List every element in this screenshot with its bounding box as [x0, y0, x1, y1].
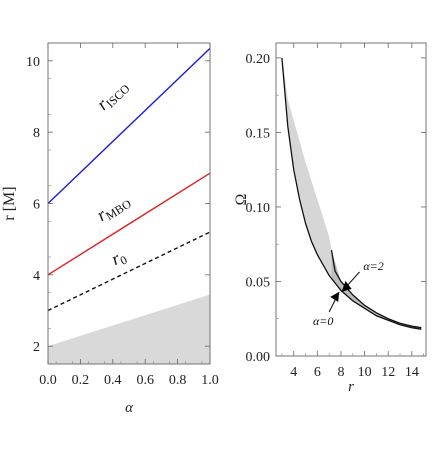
x-tick-label: 10: [358, 365, 372, 380]
plot-frame: [275, 42, 427, 357]
x-tick-label: 4: [290, 365, 297, 380]
x-axis-label: r: [348, 379, 354, 395]
x-tick-label: 0.8: [169, 373, 187, 388]
left-chart: rISCO rMBO r0 0.0 0.2 0.4 0.6 0.8 1.0 2 4 6 8 10 α r [M…: [1, 42, 219, 416]
series-line-alpha0: [281, 57, 422, 330]
x-tick-label: 8: [337, 365, 344, 380]
y-tick-label: 8: [33, 126, 40, 141]
annotation-alpha2: α=2: [363, 259, 383, 273]
shaded-region: [48, 294, 210, 364]
x-tick-label: 1.0: [201, 373, 219, 388]
y-tick-label: 0.15: [246, 126, 271, 141]
series-line-0: [47, 231, 211, 312]
x-axis-label: α: [125, 400, 134, 416]
series-line-isco: [47, 47, 211, 205]
curve-label-isco: rISCO: [93, 75, 133, 115]
y-tick-label: 4: [33, 269, 40, 284]
y-tick-label: 0.05: [246, 275, 271, 290]
y-tick-label: 6: [33, 198, 40, 213]
curve-label-mbo: rMBO: [93, 190, 134, 227]
series-line-mbo: [47, 172, 211, 276]
annotation-arrow-alpha2-head: [341, 280, 352, 292]
x-tick-label: 14: [405, 365, 419, 380]
annotation-arrow-alpha0-head: [330, 291, 340, 302]
x-tick-label: 0.4: [104, 373, 122, 388]
x-tick-label: 0.6: [136, 373, 154, 388]
annotation-alpha0: α=0: [313, 314, 333, 328]
y-axis-label: r [M]: [1, 186, 18, 220]
x-tick-label: 6: [314, 365, 321, 380]
y-tick-label: 0.00: [246, 350, 271, 365]
x-tick-label: 12: [381, 365, 395, 380]
right-chart: 4 6 8 10 12 14 0.00 0.05 0.10 0.15 0.20 α=0 α=2 r Ω: [233, 42, 427, 395]
curve-label-0: r0: [108, 245, 129, 270]
shaded-region: [283, 62, 332, 279]
y-tick-label: 2: [33, 340, 40, 355]
y-tick-label: 10: [26, 55, 40, 70]
x-tick-label: 0.2: [72, 373, 90, 388]
series-line-alpha2: [330, 250, 422, 329]
y-axis-label: Ω: [233, 193, 250, 205]
y-tick-label: 0.20: [246, 52, 271, 67]
y-tick-label: 0.10: [246, 201, 271, 216]
x-tick-label: 0.0: [39, 373, 57, 388]
